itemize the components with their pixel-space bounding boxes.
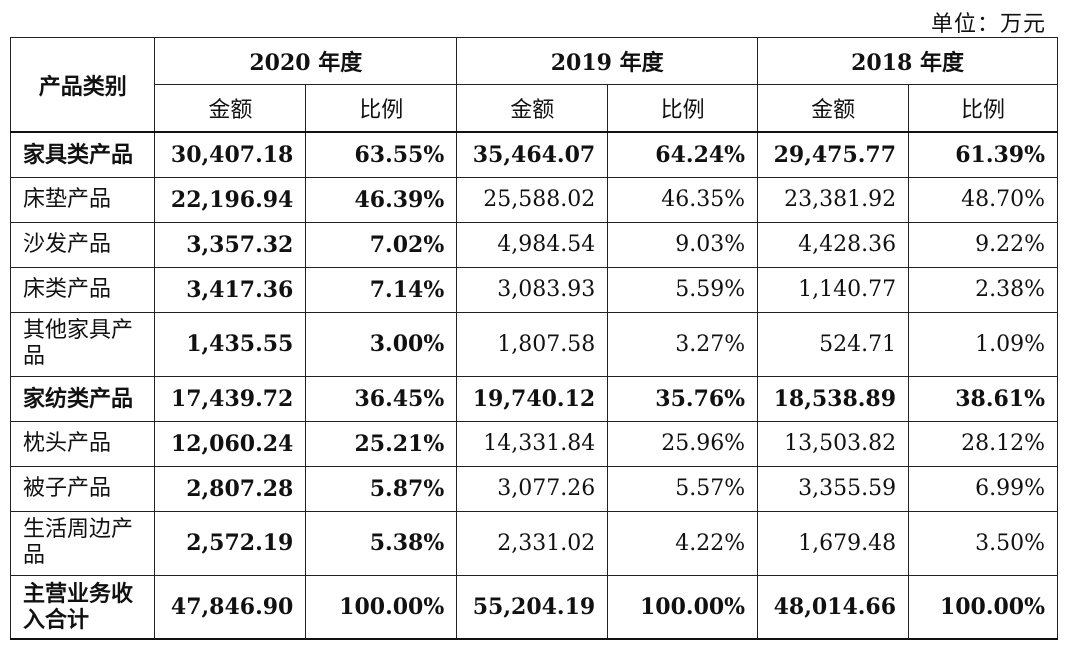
- ratio-cell: 46.35%: [607, 176, 759, 223]
- amount-cell: 2,807.28: [154, 465, 307, 512]
- ratio-cell: 46.39%: [305, 176, 458, 223]
- amount-cell: 3,355.59: [757, 465, 910, 512]
- row-category-cell: 生活周边产品: [9, 510, 156, 576]
- ratio-cell: 5.57%: [607, 465, 759, 512]
- ratio-cell: 9.03%: [607, 221, 759, 268]
- amount-cell: 4,428.36: [757, 221, 910, 268]
- header-ratio: 比例: [305, 84, 458, 133]
- ratio-cell: 1.09%: [908, 311, 1058, 377]
- header-amount: 金额: [757, 84, 910, 133]
- ratio-cell: 7.02%: [305, 221, 458, 268]
- ratio-cell: 5.38%: [305, 510, 458, 576]
- ratio-cell: 4.22%: [607, 510, 759, 576]
- header-ratio: 比例: [607, 84, 759, 133]
- amount-cell: 30,407.18: [154, 131, 307, 178]
- amount-cell: 2,572.19: [154, 510, 307, 576]
- table-body: 家具类产品 30,407.18 63.55% 35,464.07 64.24% 29,47…: [9, 131, 1058, 640]
- amount-cell: 17,439.72: [154, 375, 307, 422]
- header-year-2019: 2019 年度: [456, 37, 759, 85]
- table-row: 枕头产品 12,060.24 25.21% 14,331.84 25.96% 13,503…: [9, 420, 1058, 467]
- amount-cell: 13,503.82: [757, 420, 910, 467]
- amount-cell: 14,331.84: [456, 420, 609, 467]
- ratio-cell: 2.38%: [908, 266, 1058, 313]
- row-category-cell: 家纺类产品: [9, 375, 156, 422]
- amount-cell: 1,435.55: [154, 311, 307, 377]
- ratio-cell: 61.39%: [908, 131, 1058, 178]
- table-row: 床垫产品 22,196.94 46.39% 25,588.02 46.35% 23,381…: [9, 176, 1058, 223]
- header-category: 产品类别: [9, 37, 156, 133]
- table-row: 沙发产品 3,357.32 7.02% 4,984.54 9.03% 4,428.36 9.…: [9, 221, 1058, 268]
- amount-cell: 48,014.66: [757, 574, 910, 640]
- ratio-cell: 3.00%: [305, 311, 458, 377]
- ratio-cell: 3.27%: [607, 311, 759, 377]
- amount-cell: 55,204.19: [456, 574, 609, 640]
- ratio-cell: 100.00%: [607, 574, 759, 640]
- amount-cell: 29,475.77: [757, 131, 910, 178]
- amount-cell: 23,381.92: [757, 176, 910, 223]
- table-row: 主营业务收入合计 47,846.90 100.00% 55,204.19 100.00%…: [9, 574, 1058, 640]
- table-row: 家纺类产品 17,439.72 36.45% 19,740.12 35.76% 18,53…: [9, 375, 1058, 422]
- ratio-cell: 38.61%: [908, 375, 1058, 422]
- header-ratio: 比例: [908, 84, 1058, 133]
- table-row: 被子产品 2,807.28 5.87% 3,077.26 5.57% 3,355.59 6.…: [9, 465, 1058, 512]
- ratio-cell: 64.24%: [607, 131, 759, 178]
- ratio-cell: 6.99%: [908, 465, 1058, 512]
- table-row: 其他家具产品 1,435.55 3.00% 1,807.58 3.27% 524.71 1.…: [9, 311, 1058, 377]
- amount-cell: 3,357.32: [154, 221, 307, 268]
- amount-cell: 524.71: [757, 311, 910, 377]
- ratio-cell: 36.45%: [305, 375, 458, 422]
- ratio-cell: 5.87%: [305, 465, 458, 512]
- amount-cell: 12,060.24: [154, 420, 307, 467]
- row-category-cell: 枕头产品: [9, 420, 156, 467]
- ratio-cell: 25.96%: [607, 420, 759, 467]
- ratio-cell: 35.76%: [607, 375, 759, 422]
- header-amount: 金额: [154, 84, 307, 133]
- row-category-cell: 其他家具产品: [9, 311, 156, 377]
- amount-cell: 18,538.89: [757, 375, 910, 422]
- row-category-cell: 床类产品: [9, 266, 156, 313]
- amount-cell: 25,588.02: [456, 176, 609, 223]
- row-category-cell: 床垫产品: [9, 176, 156, 223]
- amount-cell: 2,331.02: [456, 510, 609, 576]
- ratio-cell: 9.22%: [908, 221, 1058, 268]
- revenue-table: 产品类别 2020 年度 2019 年度 2018 年度 金额 比例 金额 比例…: [9, 37, 1058, 640]
- amount-cell: 22,196.94: [154, 176, 307, 223]
- ratio-cell: 63.55%: [305, 131, 458, 178]
- ratio-cell: 5.59%: [607, 266, 759, 313]
- amount-cell: 47,846.90: [154, 574, 307, 640]
- row-category-cell: 沙发产品: [9, 221, 156, 268]
- row-category-cell: 主营业务收入合计: [9, 574, 156, 640]
- amount-cell: 1,679.48: [757, 510, 910, 576]
- header-year-2018: 2018 年度: [757, 37, 1058, 85]
- amount-cell: 35,464.07: [456, 131, 609, 178]
- ratio-cell: 100.00%: [305, 574, 458, 640]
- ratio-cell: 100.00%: [908, 574, 1058, 640]
- ratio-cell: 25.21%: [305, 420, 458, 467]
- amount-cell: 1,140.77: [757, 266, 910, 313]
- header-amount: 金额: [456, 84, 609, 133]
- amount-cell: 1,807.58: [456, 311, 609, 377]
- ratio-cell: 28.12%: [908, 420, 1058, 467]
- ratio-cell: 48.70%: [908, 176, 1058, 223]
- amount-cell: 4,984.54: [456, 221, 609, 268]
- amount-cell: 3,417.36: [154, 266, 307, 313]
- ratio-cell: 7.14%: [305, 266, 458, 313]
- amount-cell: 19,740.12: [456, 375, 609, 422]
- row-category-cell: 被子产品: [9, 465, 156, 512]
- header-year-2020: 2020 年度: [154, 37, 458, 85]
- table-row: 床类产品 3,417.36 7.14% 3,083.93 5.59% 1,140.77 2.…: [9, 266, 1058, 313]
- amount-cell: 3,077.26: [456, 465, 609, 512]
- table-row: 生活周边产品 2,572.19 5.38% 2,331.02 4.22% 1,679.48…: [9, 510, 1058, 576]
- amount-cell: 3,083.93: [456, 266, 609, 313]
- table-row: 家具类产品 30,407.18 63.55% 35,464.07 64.24% 29,47…: [9, 131, 1058, 178]
- row-category-cell: 家具类产品: [9, 131, 156, 178]
- unit-label: 单位：万元: [930, 12, 1046, 37]
- ratio-cell: 3.50%: [908, 510, 1058, 576]
